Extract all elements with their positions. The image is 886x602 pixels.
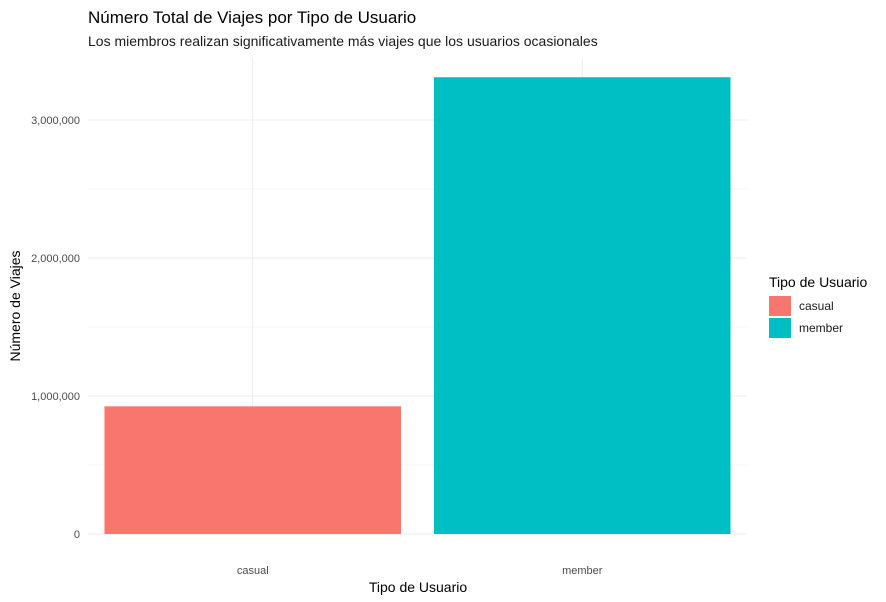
y-axis-title: Número de Viajes bbox=[7, 250, 23, 361]
y-tick-label: 2,000,000 bbox=[31, 253, 80, 265]
bars bbox=[104, 77, 731, 534]
chart-title: Número Total de Viajes por Tipo de Usuar… bbox=[88, 8, 416, 27]
legend-label-casual: casual bbox=[799, 299, 834, 313]
bar-member bbox=[433, 77, 731, 534]
x-tick-label: casual bbox=[237, 565, 269, 577]
legend-swatch-member bbox=[769, 318, 791, 338]
chart-subtitle: Los miembros realizan significativamente… bbox=[88, 33, 598, 49]
x-axis-title: Tipo de Usuario bbox=[369, 579, 468, 595]
y-axis-ticks: 0 1,000,000 2,000,000 3,000,000 bbox=[31, 115, 80, 541]
x-axis-ticks: casual member bbox=[237, 565, 603, 577]
legend-swatch-casual bbox=[769, 296, 791, 316]
legend: Tipo de Usuario casual member bbox=[769, 274, 868, 338]
y-tick-label: 1,000,000 bbox=[31, 391, 80, 403]
y-tick-label: 3,000,000 bbox=[31, 115, 80, 127]
y-tick-label: 0 bbox=[74, 529, 80, 541]
x-tick-label: member bbox=[562, 565, 603, 577]
legend-label-member: member bbox=[799, 321, 843, 335]
bar-casual bbox=[104, 406, 402, 534]
legend-title: Tipo de Usuario bbox=[769, 274, 868, 290]
